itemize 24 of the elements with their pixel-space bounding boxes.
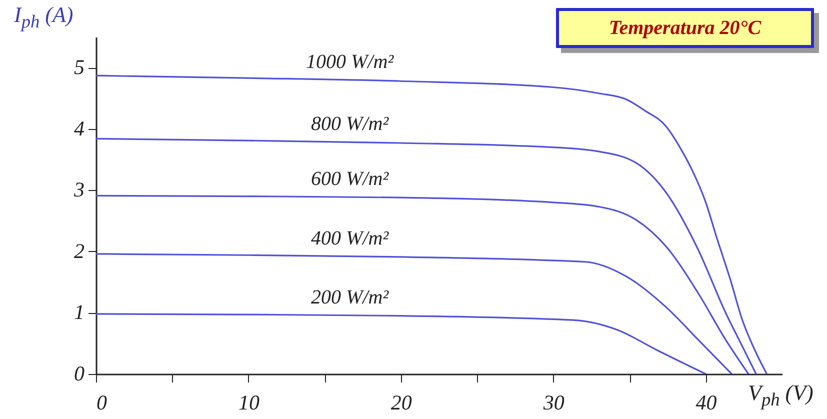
y-axis-title: I$_{ph}$ (A) [14,2,74,32]
series-label: 800 W/m² [310,113,390,136]
x-tick-label: 0 [96,390,108,414]
x-tick-label: 20 [390,390,412,414]
y-tick-label: 2 [74,238,85,263]
y-tick-label: 1 [74,300,84,324]
x-tick-label: 10 [238,390,260,414]
line-series [96,138,757,374]
y-tick-label: 5 [74,55,84,80]
x-axis-title: V$_{ph}$ (V) [748,380,814,410]
x-tick-label: 30 [542,390,565,414]
line-series [96,194,750,374]
y-tick-label: 3 [73,178,84,202]
y-tick-label: 0 [74,362,85,386]
series-label: 1000 W/m² [306,51,395,74]
x-tick-label: 40 [696,390,718,414]
annotation: Temperatura 20°C [608,17,762,39]
series-label: 600 W/m² [310,168,390,190]
series-label: 400 W/m² [310,227,390,250]
line-series [96,313,707,374]
line-series [96,74,768,374]
line-series [96,253,732,374]
series-label: 200 W/m² [310,286,390,308]
y-tick-label: 4 [74,116,85,140]
